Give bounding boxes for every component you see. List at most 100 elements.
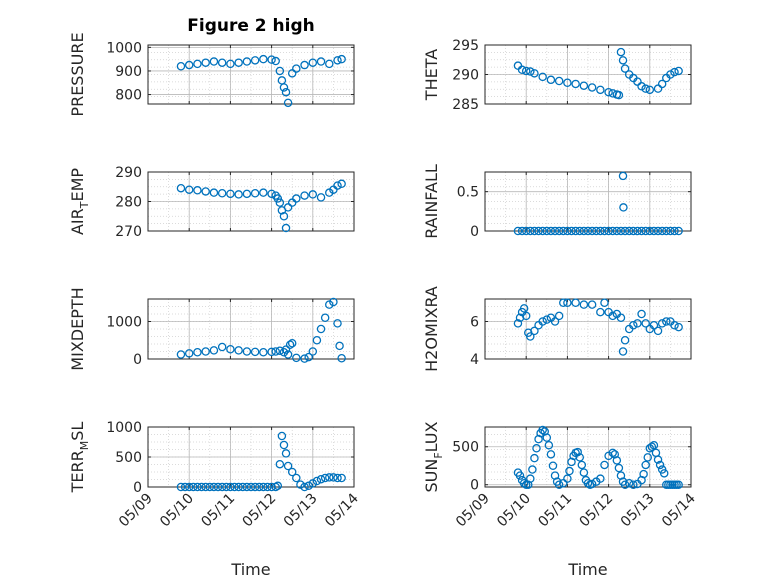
chart-2-point <box>521 66 531 76</box>
chart-3-point <box>300 191 309 200</box>
chart-8-point <box>624 478 634 488</box>
chart-7-y-label-rest: SL <box>68 422 87 441</box>
chart-7-point <box>176 482 186 492</box>
chart-1-point <box>242 57 252 66</box>
chart-8-point <box>600 460 609 470</box>
chart-8-point <box>614 463 624 473</box>
chart-2-point <box>526 67 535 76</box>
chart-5-point <box>304 352 313 362</box>
chart-4-point <box>526 226 535 236</box>
chart-6-point <box>579 300 589 309</box>
chart-6-minor-grid <box>484 299 692 359</box>
chart-7-x-tick-label: 05/11 <box>198 491 238 531</box>
chart-2-point <box>563 78 572 88</box>
chart-7-point <box>277 431 287 441</box>
chart-3-point <box>333 181 342 190</box>
chart-1-y-axis-label: PRESSURE <box>68 32 87 116</box>
chart-7-point <box>273 481 283 491</box>
chart-8-point <box>620 480 630 489</box>
chart-7-point <box>213 482 223 492</box>
chart-1-point <box>193 59 202 69</box>
chart-6-axes-box <box>484 298 692 360</box>
chart-4-point <box>600 226 609 236</box>
chart-1-y-tick-label: 900 <box>115 64 142 80</box>
chart-6-point <box>530 326 539 336</box>
chart-5-point <box>279 347 289 357</box>
chart-8-point <box>651 448 661 458</box>
chart-2-point <box>554 76 564 86</box>
chart-3-point <box>337 179 346 189</box>
chart-1-point <box>283 98 293 108</box>
chart-7-point <box>304 481 313 491</box>
chart-7-x-tick-label: 05/12 <box>240 491 280 531</box>
chart-1-point <box>217 58 227 67</box>
chart-1-point <box>176 61 186 71</box>
chart-8-y-label-rest: LUX <box>422 421 441 452</box>
chart-2-y-tick-label: 290 <box>452 68 479 84</box>
chart-3-point <box>281 223 291 233</box>
chart-3-point <box>226 189 235 199</box>
chart-8: 0 500 05/09 05/10 05/11 05/12 05/13 05/14 SUNFLU… <box>422 421 699 579</box>
chart-6-point <box>670 320 679 330</box>
chart-8-y-tick-label: 0 <box>470 478 479 494</box>
chart-3-y-label-main: AIR <box>68 208 87 235</box>
chart-1-point <box>300 60 309 70</box>
chart-8-point <box>554 480 564 489</box>
chart-8-y-label-sub: F <box>432 452 445 458</box>
chart-6-point <box>608 311 617 321</box>
chart-4-point <box>624 226 634 236</box>
chart-4-point <box>554 226 564 236</box>
chart-6-point <box>538 317 547 326</box>
chart-2-point <box>670 67 679 77</box>
chart-8-series <box>513 425 683 489</box>
chart-8-point <box>649 440 659 450</box>
chart-5-point <box>226 344 235 354</box>
chart-7-point <box>283 461 293 471</box>
chart-7-point <box>308 479 318 488</box>
chart-4-point <box>637 226 646 236</box>
chart-2-grid <box>485 44 691 105</box>
chart-6-point <box>662 317 671 326</box>
chart-5-point <box>193 347 202 357</box>
chart-4-point <box>591 226 601 236</box>
chart-2-point <box>571 79 580 89</box>
chart-3-point <box>193 186 202 195</box>
chart-6-point <box>542 315 552 324</box>
chart-4-point <box>616 226 626 236</box>
chart-2-point <box>657 79 667 89</box>
chart-4-minor-grid <box>484 172 692 231</box>
chart-2-point <box>666 70 675 79</box>
chart-3-point <box>283 203 293 212</box>
chart-2-point <box>614 90 624 100</box>
chart-4-point <box>645 226 655 236</box>
chart-7-y-label-sub: M <box>78 441 91 451</box>
chart-6-point <box>649 320 659 330</box>
chart-3-grid <box>148 171 354 232</box>
chart-5-point <box>337 353 346 363</box>
chart-8-point <box>579 468 589 477</box>
chart-5-point <box>217 342 227 352</box>
chart-4-point <box>619 203 628 212</box>
chart-7-point <box>287 467 297 477</box>
chart-2-point <box>538 72 547 82</box>
chart-4-point <box>587 226 597 236</box>
chart-5-point <box>335 341 344 351</box>
chart-1-y-tick-label: 800 <box>115 88 142 104</box>
chart-5-point <box>184 349 194 358</box>
chart-7-point <box>193 482 202 492</box>
chart-6-point <box>616 313 626 322</box>
chart-6-point <box>554 311 564 321</box>
figure-title: Figure 2 high <box>187 16 315 36</box>
chart-6-y-axis-label: H2OMIXRA <box>422 286 441 372</box>
chart-2-y-axis-label: THETA <box>422 49 441 101</box>
chart-4-point <box>521 226 531 236</box>
chart-7-point <box>296 480 305 489</box>
chart-8-point <box>641 460 650 470</box>
chart-4-point <box>662 226 671 236</box>
chart-3-point <box>242 189 252 199</box>
chart-7-point <box>184 482 194 492</box>
chart-4-point <box>546 226 556 236</box>
chart-6-point <box>550 317 560 326</box>
chart-8-y-label-main: SUN <box>422 459 441 493</box>
chart-7-point <box>246 482 256 492</box>
